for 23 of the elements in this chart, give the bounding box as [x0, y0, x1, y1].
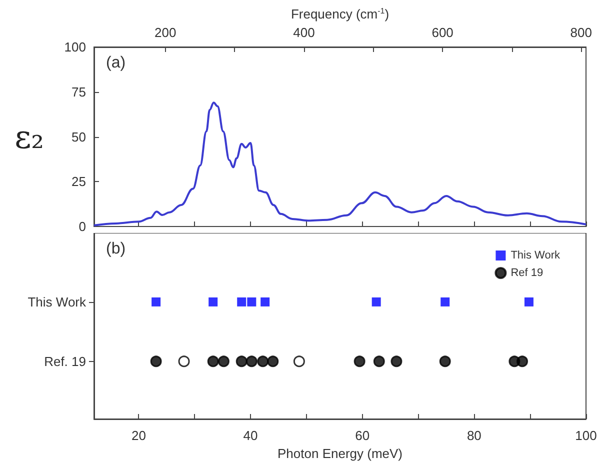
y-tick-label: 0 — [78, 219, 86, 234]
y-tick-label: This Work — [28, 294, 86, 310]
legend-label: Ref 19 — [510, 267, 544, 279]
y-tick-label: 25 — [72, 174, 86, 190]
legend-label: This Work — [510, 250, 560, 262]
y-tick-label: Ref. 19 — [44, 354, 86, 369]
annotation: (a) — [106, 54, 126, 72]
y-tick-label: 75 — [72, 84, 86, 100]
x-tick-label: 60 — [355, 428, 370, 443]
y-axis-title: ε₂ — [14, 118, 44, 156]
x-axis-title: Photon Energy (meV) — [277, 446, 403, 461]
x2-tick-label: 600 — [432, 25, 454, 40]
x-tick-label: 80 — [466, 428, 482, 443]
y-tick-label: 100 — [64, 40, 86, 54]
x-tick-label: 100 — [575, 428, 597, 443]
x2-tick-label: 800 — [570, 25, 592, 40]
x-tick-label: 40 — [243, 428, 258, 443]
x2-tick-label: 400 — [293, 25, 315, 40]
line-series — [93, 102, 587, 226]
annotation: (b) — [106, 240, 126, 258]
y-tick-label: 50 — [72, 129, 86, 144]
x-tick-label: 20 — [131, 428, 146, 443]
x2-tick-label: 200 — [154, 25, 176, 40]
